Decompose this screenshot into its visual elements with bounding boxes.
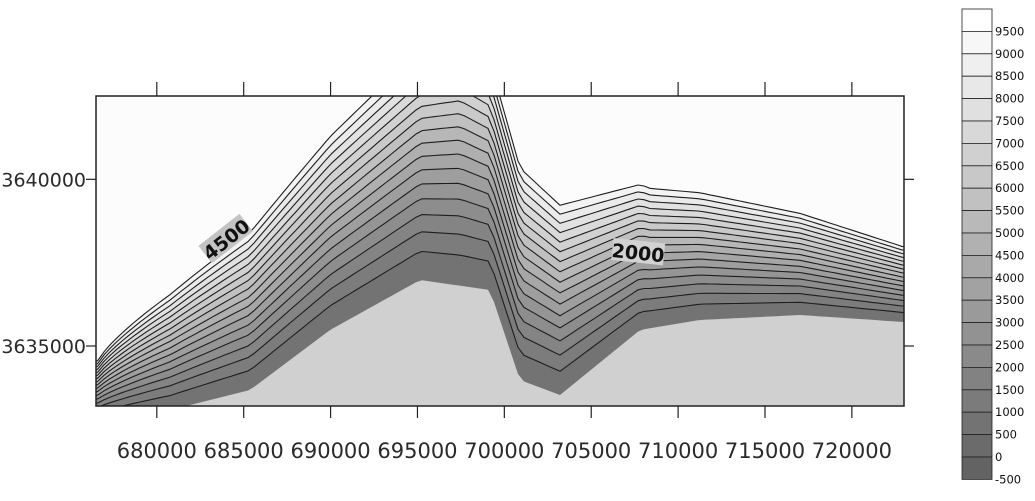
colorbar-swatch [961, 53, 993, 77]
colorbar-swatch [961, 8, 993, 32]
colorbar-swatch [961, 142, 993, 167]
colorbar-label: 5000 [995, 226, 1024, 240]
colorbar-label: 2000 [995, 360, 1024, 374]
contour-line [96, 139, 904, 386]
colorbar-swatch [961, 98, 993, 122]
colorbar-swatch [961, 456, 993, 480]
contour-line [96, 182, 904, 397]
colorbar-label: 3500 [995, 293, 1024, 307]
contour-line [96, 100, 904, 377]
contour-line [96, 126, 904, 383]
colorbar-label: 4000 [995, 271, 1024, 285]
colorbar-label: 0 [995, 450, 1002, 464]
x-tick-label: 720000 [812, 439, 892, 463]
contour-line [96, 153, 904, 390]
plot-frame [95, 95, 905, 407]
contour-line [96, 198, 904, 400]
contour-line [96, 113, 904, 380]
x-tick-label: 710000 [638, 439, 718, 463]
colorbar-swatch [961, 389, 993, 413]
colorbar-label: 7000 [995, 136, 1024, 150]
colorbar-label: 8000 [995, 92, 1024, 106]
colorbar-legend: 9500900085008000750070006500600055005000… [961, 8, 1024, 486]
colorbar-swatch [961, 30, 993, 55]
x-tick-label: 705000 [551, 439, 631, 463]
colorbar-swatch [961, 75, 993, 99]
colorbar-label: 3000 [995, 316, 1024, 330]
contour-label-bg [198, 213, 253, 264]
contour-line [96, 96, 904, 371]
colorbar-label: 8500 [995, 69, 1024, 83]
colorbar-swatch [961, 254, 993, 279]
contour-label-bg [611, 238, 666, 266]
x-tick-label: 715000 [725, 439, 805, 463]
colorbar-label: 4500 [995, 248, 1024, 262]
colorbar-label: 1000 [995, 405, 1024, 419]
x-tick-label: 685000 [204, 439, 284, 463]
colorbar-swatch [961, 120, 993, 144]
x-tick-label: 680000 [117, 439, 197, 463]
colorbar-swatch [961, 277, 993, 301]
contour-line [96, 96, 904, 374]
colorbar-label: 500 [995, 428, 1017, 442]
colorbar-swatch [961, 434, 993, 458]
contour-line [96, 96, 904, 369]
contour-label: 2000 [611, 240, 666, 267]
y-tick-label: 3640000 [1, 169, 86, 191]
colorbar-label: 6000 [995, 181, 1024, 195]
colorbar-swatch [961, 344, 993, 368]
colorbar-swatch [961, 411, 993, 436]
contour-fills [96, 96, 904, 406]
colorbar-swatch [961, 299, 993, 324]
contour-line [96, 214, 904, 404]
x-axis: 680000 685000 690000 695000 700000 705000 7100… [117, 82, 892, 463]
contour-line [96, 167, 904, 393]
x-tick-label: 700000 [464, 439, 544, 463]
colorbar-label: 2500 [995, 338, 1024, 352]
y-tick-label: 3635000 [1, 336, 86, 358]
colorbar-swatch [961, 187, 993, 211]
colorbar-swatch [961, 165, 993, 189]
contour-line [120, 250, 904, 406]
x-tick-label: 695000 [377, 439, 457, 463]
colorbar-label: 5500 [995, 204, 1024, 218]
colorbar-label: 9000 [995, 47, 1024, 61]
contour-lines [96, 96, 904, 406]
colorbar-label: 7500 [995, 114, 1024, 128]
x-tick-label: 690000 [290, 439, 370, 463]
y-axis: 3635000 3640000 [1, 169, 914, 358]
contour-line [99, 231, 904, 406]
colorbar-label: -500 [995, 472, 1021, 486]
colorbar-label: 6500 [995, 159, 1024, 173]
colorbar-swatch [961, 210, 993, 234]
contour-band [96, 96, 904, 362]
contour-line [96, 96, 904, 366]
colorbar-swatch [961, 366, 993, 391]
colorbar-swatch [961, 232, 993, 256]
colorbar-label: 9500 [995, 24, 1024, 38]
colorbar-swatch [961, 322, 993, 346]
colorbar-label: 1500 [995, 383, 1024, 397]
